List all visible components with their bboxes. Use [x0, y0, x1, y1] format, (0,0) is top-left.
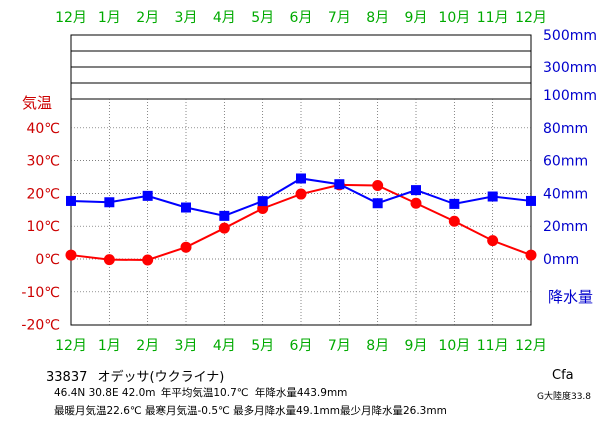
- right-axis-title: 降水量: [548, 288, 593, 306]
- driest-month: 最少月降水量26.3mm: [339, 405, 447, 417]
- right-axis-tick-label: 20mm: [543, 219, 588, 235]
- month-label-top: 12月: [515, 10, 547, 26]
- temperature-point: [372, 180, 384, 192]
- month-label-bottom: 4月: [213, 338, 236, 354]
- series-precipitation: [66, 173, 536, 221]
- month-label-top: 5月: [251, 10, 274, 26]
- continentality-index: G大陸度33.8: [537, 392, 592, 402]
- precipitation-point: [181, 202, 191, 213]
- month-label-top: 8月: [366, 10, 389, 26]
- precipitation-point: [372, 198, 383, 209]
- station-id: 33837: [46, 370, 88, 385]
- chart-series: [65, 173, 537, 266]
- precipitation-point: [334, 179, 345, 190]
- right-axis-tick-label: 40mm: [543, 186, 588, 202]
- month-label-bottom: 11月: [477, 338, 509, 354]
- month-label-bottom: 12月: [515, 338, 547, 354]
- month-label-top: 9月: [405, 10, 428, 26]
- annual-temp: 年平均気温10.7℃: [160, 387, 249, 399]
- precipitation-point: [257, 196, 268, 207]
- month-label-bottom: 5月: [251, 338, 274, 354]
- left-axis-tick-label: 0℃: [35, 252, 60, 268]
- month-label-top: 6月: [290, 10, 313, 26]
- temperature-point: [410, 197, 422, 209]
- station-coords: 46.4N 30.8E 42.0m: [54, 387, 156, 399]
- month-label-top: 10月: [438, 10, 470, 26]
- month-label-top: 2月: [136, 10, 159, 26]
- left-axis-tick-label: -20℃: [21, 318, 60, 334]
- left-axis-tick-label: 40℃: [26, 121, 60, 137]
- warmest-month: 最暖月気温22.6℃: [54, 405, 142, 417]
- station-stats-line-2: 最暖月気温22.6℃ 最寒月気温-0.5℃ 最多月降水量49.1mm最少月降水量…: [54, 403, 447, 418]
- temperature-point: [295, 188, 307, 200]
- chart-grid: [70, 34, 532, 326]
- precipitation-point: [104, 197, 115, 208]
- month-label-bottom: 7月: [328, 338, 351, 354]
- precipitation-point: [487, 191, 498, 202]
- month-label-top: 11月: [477, 10, 509, 26]
- month-label-top: 4月: [213, 10, 236, 26]
- right-axis-tick-label: 60mm: [543, 154, 588, 170]
- month-label-bottom: 9月: [405, 338, 428, 354]
- month-label-bottom: 2月: [136, 338, 159, 354]
- precipitation-point: [449, 198, 460, 209]
- precipitation-point: [411, 185, 421, 196]
- left-axis-tick-label: 20℃: [26, 186, 60, 202]
- right-axis-tick-label: 0mm: [543, 252, 579, 268]
- precipitation-point: [526, 195, 536, 206]
- month-label-bottom: 1月: [98, 338, 121, 354]
- month-label-top: 12月: [55, 10, 87, 26]
- temperature-point: [487, 235, 499, 247]
- left-axis-tick-label: 30℃: [26, 154, 60, 170]
- station-name: オデッサ(ウクライナ): [97, 370, 225, 385]
- month-label-bottom: 8月: [366, 338, 389, 354]
- temperature-point: [180, 241, 192, 253]
- temperature-point: [218, 222, 230, 234]
- precipitation-point: [296, 173, 306, 184]
- left-axis-tick-label: -10℃: [21, 285, 60, 301]
- wettest-month: 最多月降水量49.1mm: [233, 405, 340, 417]
- right-axis-tick-label: 500mm: [543, 28, 597, 44]
- month-label-bottom: 6月: [290, 338, 313, 354]
- left-axis-tick-label: 10℃: [26, 219, 60, 235]
- temperature-point: [142, 254, 154, 266]
- temperature-point: [448, 215, 460, 227]
- month-label-top: 1月: [98, 10, 121, 26]
- precipitation-point: [219, 210, 230, 221]
- koppen-class: Cfa: [552, 368, 574, 383]
- chart-axis-labels: 12月 12月 1月 1月 2月 2月 3月 3月 4月 4月 5月 5月 6月 6月 7月 7月 8月 8月 9月…: [21, 10, 597, 354]
- precipitation-point: [142, 190, 153, 201]
- month-label-top: 3月: [175, 10, 198, 26]
- station-stats-line-1: 46.4N 30.8E 42.0m 年平均気温10.7℃ 年降水量443.9mm: [54, 385, 347, 400]
- annual-precip: 年降水量443.9mm: [254, 387, 348, 399]
- coldest-month: 最寒月気温-0.5℃: [145, 405, 230, 417]
- temperature-point: [103, 254, 115, 266]
- right-axis-tick-label: 100mm: [543, 88, 597, 104]
- month-label-bottom: 10月: [438, 338, 470, 354]
- month-label-top: 7月: [328, 10, 351, 26]
- right-axis-tick-label: 300mm: [543, 60, 597, 76]
- series-temperature: [65, 179, 537, 266]
- month-label-bottom: 12月: [55, 338, 87, 354]
- temperature-point: [525, 249, 537, 261]
- precipitation-point: [66, 195, 76, 206]
- temperature-point: [65, 249, 77, 261]
- right-axis-tick-label: 80mm: [543, 121, 588, 137]
- left-axis-title: 気温: [22, 94, 52, 112]
- month-label-bottom: 3月: [175, 338, 198, 354]
- station-header: 33837 オデッサ(ウクライナ): [46, 366, 224, 385]
